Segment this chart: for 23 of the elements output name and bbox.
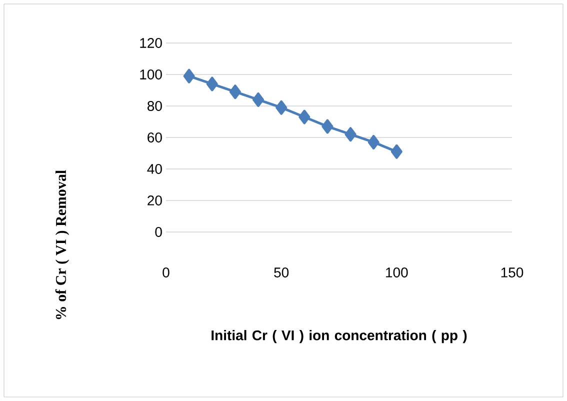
point [344, 127, 356, 142]
point [390, 144, 402, 159]
y-tick-label: 100 [140, 70, 162, 80]
y-tick-label: 120 [140, 38, 162, 48]
y-tick-label: 60 [148, 132, 162, 142]
x-tick-label: 50 [274, 268, 289, 278]
y-tick-label: 80 [148, 101, 162, 111]
x-tick-label: 150 [501, 268, 524, 278]
point [229, 84, 241, 100]
point [368, 134, 380, 150]
y-tick-label: 0 [155, 227, 162, 237]
point [322, 119, 334, 134]
point [298, 110, 310, 124]
y-axis-title: % of Cr ( VI ) Removal [55, 170, 70, 320]
y-tick-label: 40 [147, 164, 162, 174]
point [206, 76, 218, 92]
point [252, 92, 264, 107]
x-tick-label: 0 [162, 268, 170, 278]
point [183, 68, 195, 84]
x-tick-label: 100 [386, 268, 408, 278]
x-axis-title: Initial Cr ( VI ) ion concentration ( pp ) [212, 330, 467, 344]
point [276, 100, 288, 115]
y-tick-label: 20 [148, 196, 162, 206]
